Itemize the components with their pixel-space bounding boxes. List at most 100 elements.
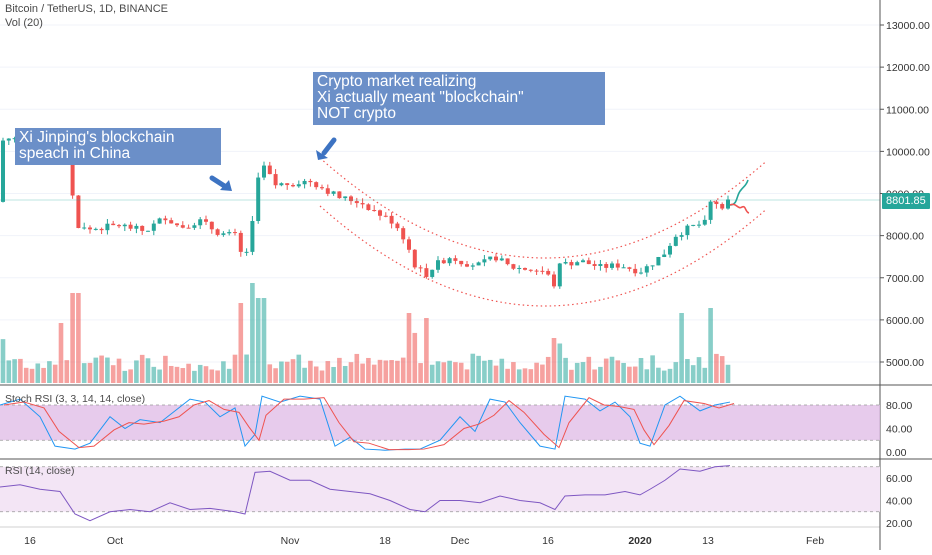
volume-bar <box>12 359 17 383</box>
stoch-rsi-label: Stoch RSI (3, 3, 14, 14, close) <box>5 393 146 405</box>
candle-body <box>581 260 585 263</box>
volume-bar <box>215 370 220 383</box>
volume-bar <box>255 298 261 383</box>
candle-body <box>146 230 150 232</box>
volume-bar <box>482 360 487 383</box>
candle-body <box>517 267 522 269</box>
volume-bar <box>679 313 684 383</box>
volume-bar <box>516 369 522 383</box>
candle-body <box>639 272 643 274</box>
volume-bar <box>371 364 377 383</box>
candle-body <box>592 264 597 266</box>
volume-bar <box>99 355 104 383</box>
candle-body <box>697 224 701 226</box>
volume-bar <box>93 357 99 383</box>
volume-bar <box>174 366 180 383</box>
projection-up-line <box>729 179 749 206</box>
candle-body <box>273 174 278 186</box>
volume-bar <box>244 354 249 383</box>
volume-bar <box>139 354 145 383</box>
price-tick-label: 13000.00 <box>886 20 930 32</box>
volume-bar <box>76 293 81 383</box>
candle-body <box>250 220 255 252</box>
candle-body <box>668 245 672 255</box>
volume-bar <box>406 313 412 383</box>
down-arrow-icon <box>316 137 337 160</box>
volume-bar <box>302 367 307 383</box>
volume-bar <box>354 353 360 383</box>
volume-bar <box>464 369 470 383</box>
candle-body <box>685 225 690 236</box>
volume-bar <box>719 356 725 383</box>
candle-body <box>262 165 266 178</box>
volume-bar <box>545 356 551 383</box>
volume-bar <box>261 298 267 383</box>
volume-bar <box>319 370 325 383</box>
annotation-market-realizing[interactable]: Crypto market realizing Xi actually mean… <box>313 72 605 125</box>
candle-body <box>279 183 284 186</box>
volume-bar <box>360 363 365 383</box>
volume-bar <box>284 361 290 383</box>
volume-bar <box>586 356 592 383</box>
candle-body <box>401 228 406 240</box>
candle-body <box>418 267 423 269</box>
volume-bar <box>116 358 122 383</box>
candle-body <box>476 262 481 266</box>
volume-bar <box>296 354 302 383</box>
volume-bar <box>673 362 679 383</box>
volume-bar <box>6 360 12 383</box>
time-tick-label: Nov <box>281 535 300 547</box>
price-tick-label: 7000.00 <box>886 273 924 285</box>
candle-body <box>12 138 17 140</box>
candle-body <box>395 223 400 229</box>
candle-body <box>494 256 498 261</box>
volume-bar <box>18 358 23 383</box>
candle-body <box>221 233 226 235</box>
volume-bar <box>337 357 342 383</box>
volume-bar <box>221 361 226 383</box>
candle-body <box>1 140 5 202</box>
candle-body <box>337 191 342 199</box>
candle-body <box>534 270 539 272</box>
candle-body <box>157 218 162 224</box>
volume-bar <box>23 367 29 383</box>
volume-bar <box>557 343 563 383</box>
candle-body <box>378 210 382 216</box>
price-tick-label: 5000.00 <box>886 357 924 369</box>
candle-body <box>175 223 179 226</box>
volume-bar <box>273 368 278 383</box>
candle-body <box>93 228 98 230</box>
candle-body <box>128 224 133 229</box>
candle-body <box>546 270 551 275</box>
volume-bar <box>690 365 696 383</box>
candle-body <box>459 260 464 265</box>
candle-body <box>267 165 272 175</box>
time-tick-label: 16 <box>24 535 36 547</box>
volume-bar <box>180 368 186 383</box>
annotation-xi-speech[interactable]: Xi Jinping's blockchain speach in China <box>15 128 221 165</box>
candle-body <box>331 191 336 194</box>
rsi-band <box>0 466 880 512</box>
candle-body <box>499 258 504 261</box>
candle-body <box>238 232 243 252</box>
volume-bar <box>447 360 452 383</box>
volume-bar <box>197 364 203 383</box>
candle-body <box>453 258 458 261</box>
candle-body <box>656 256 661 266</box>
volume-bar <box>638 357 644 383</box>
volume-bar <box>685 359 690 383</box>
volume-bar <box>499 358 505 383</box>
candle-body <box>349 196 353 202</box>
volume-bar <box>29 368 35 383</box>
last-price-tag: 8801.85 <box>882 193 930 209</box>
price-tick-label: 8000.00 <box>886 231 924 243</box>
volume-bar <box>458 362 464 383</box>
volume-bar <box>592 369 597 383</box>
candle-body <box>366 204 371 211</box>
candle-body <box>528 269 533 271</box>
candle-body <box>186 227 191 229</box>
volume-bar <box>493 365 499 383</box>
volume-bar <box>528 369 534 383</box>
